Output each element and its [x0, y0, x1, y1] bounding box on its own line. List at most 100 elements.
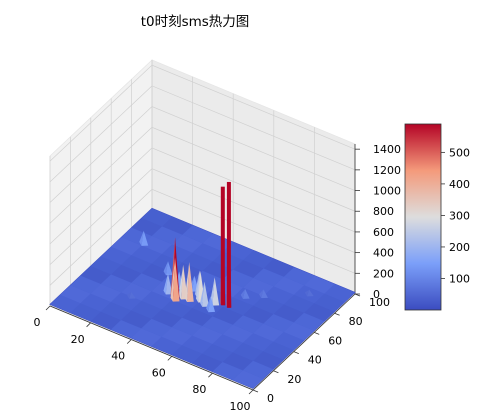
surface-patch: [263, 314, 294, 332]
y-tick-label: 40: [308, 354, 322, 367]
surface-patch: [232, 370, 264, 389]
surface-patch: [161, 327, 193, 346]
surface-patch: [141, 263, 173, 282]
surface-patch: [50, 294, 81, 313]
y-tick-mark: [334, 312, 340, 316]
surface-patch: [253, 351, 284, 370]
x-tick-mark: [45, 305, 51, 311]
surface-peak: [163, 261, 169, 276]
surface-patch: [111, 237, 142, 256]
surface-patch: [222, 324, 254, 343]
surface-patch: [192, 326, 223, 344]
surface-patch: [212, 306, 244, 325]
z-tick-label: 0: [373, 288, 380, 301]
surface-patch: [283, 322, 315, 341]
surface-patch: [162, 216, 193, 235]
surface-patch: [80, 266, 112, 284]
surface-peak: [178, 264, 184, 300]
surface-patch: [283, 267, 315, 286]
surface-patch: [171, 317, 203, 336]
surface-patch: [202, 261, 234, 280]
z-tick-label: 1400: [373, 143, 401, 156]
y-tick-label: 100: [369, 296, 390, 309]
surface-peak: [212, 277, 220, 306]
surface-peak: [184, 262, 190, 303]
surface-patch: [131, 328, 162, 347]
surface-patch: [273, 276, 305, 295]
surface-patch: [243, 278, 274, 296]
surface-patch: [273, 304, 305, 323]
surface-patch: [141, 236, 173, 254]
surface-patch: [161, 299, 193, 318]
surface-peak: [242, 289, 250, 299]
surface-patch: [222, 352, 254, 371]
surface-patch: [141, 318, 172, 337]
y-tick-label: 0: [267, 392, 274, 405]
surface-patch: [182, 225, 213, 244]
surface-peak: [220, 186, 225, 306]
surface-patch: [192, 353, 223, 372]
z-tick-label: 400: [373, 247, 394, 260]
surface-patch: [70, 303, 101, 322]
surface-patch: [232, 342, 264, 361]
surface-patch: [100, 274, 132, 293]
surface-peak: [141, 230, 149, 246]
surface-patch: [121, 310, 152, 329]
surface-peak: [163, 273, 168, 295]
surface-peak: [172, 257, 180, 302]
surface-patch: [243, 305, 274, 324]
surface-patch: [253, 296, 284, 314]
surface-patch: [304, 275, 335, 294]
x-tick-label: 20: [71, 333, 85, 346]
surface-patch: [131, 245, 162, 264]
chart-title: t0时刻sms热力图: [140, 14, 250, 30]
z-tick-label: 600: [373, 226, 394, 239]
surface-peak: [170, 257, 176, 302]
surface-patch: [232, 315, 264, 334]
y-tick-label: 80: [349, 315, 363, 328]
surface-peak: [206, 296, 211, 313]
y-tick-mark: [314, 332, 320, 335]
surface-patch: [182, 308, 213, 326]
x-tick-label: 80: [192, 383, 206, 396]
surface-patch: [314, 293, 345, 312]
surface-peak: [202, 281, 209, 307]
surface-patch: [304, 303, 335, 322]
surface-patch: [121, 255, 152, 274]
y-tick-mark: [293, 351, 299, 354]
surface-peak: [139, 230, 144, 246]
surface-peak: [259, 289, 264, 299]
surface-peak: [240, 289, 246, 299]
surface-patch: [202, 316, 233, 335]
x-tick-label: 60: [152, 366, 166, 379]
surface-patch: [60, 285, 91, 304]
surface-patch: [172, 262, 203, 281]
colorbar-tick-label: 400: [449, 178, 470, 191]
surface-peak: [208, 296, 216, 313]
colorbar-tick-label: 500: [449, 146, 470, 159]
x-tick-mark: [167, 356, 173, 361]
y-axis-line: [252, 293, 356, 391]
surface-patch: [80, 293, 111, 312]
surface-peak: [307, 289, 314, 297]
surface-patch: [182, 335, 213, 354]
z-tick-label: 1000: [373, 185, 401, 198]
surface-peak: [195, 270, 201, 303]
surface-peak: [165, 261, 173, 276]
surface-peak: [304, 289, 310, 297]
surface-patch: [141, 291, 172, 310]
surface-patch: [131, 273, 162, 292]
surface-patch: [151, 309, 183, 328]
surface-peak: [194, 270, 200, 298]
surface-peak: [200, 281, 205, 307]
z-tick-label: 800: [373, 205, 394, 218]
surface-patch: [242, 360, 274, 379]
z-tick-label: 200: [373, 267, 394, 280]
x-tick-label: 0: [34, 316, 41, 329]
surface-patch: [293, 312, 325, 331]
surface-patch: [243, 333, 274, 352]
x-tick-label: 100: [230, 400, 251, 413]
y-tick-label: 60: [328, 334, 342, 347]
surface-patch: [273, 332, 304, 350]
